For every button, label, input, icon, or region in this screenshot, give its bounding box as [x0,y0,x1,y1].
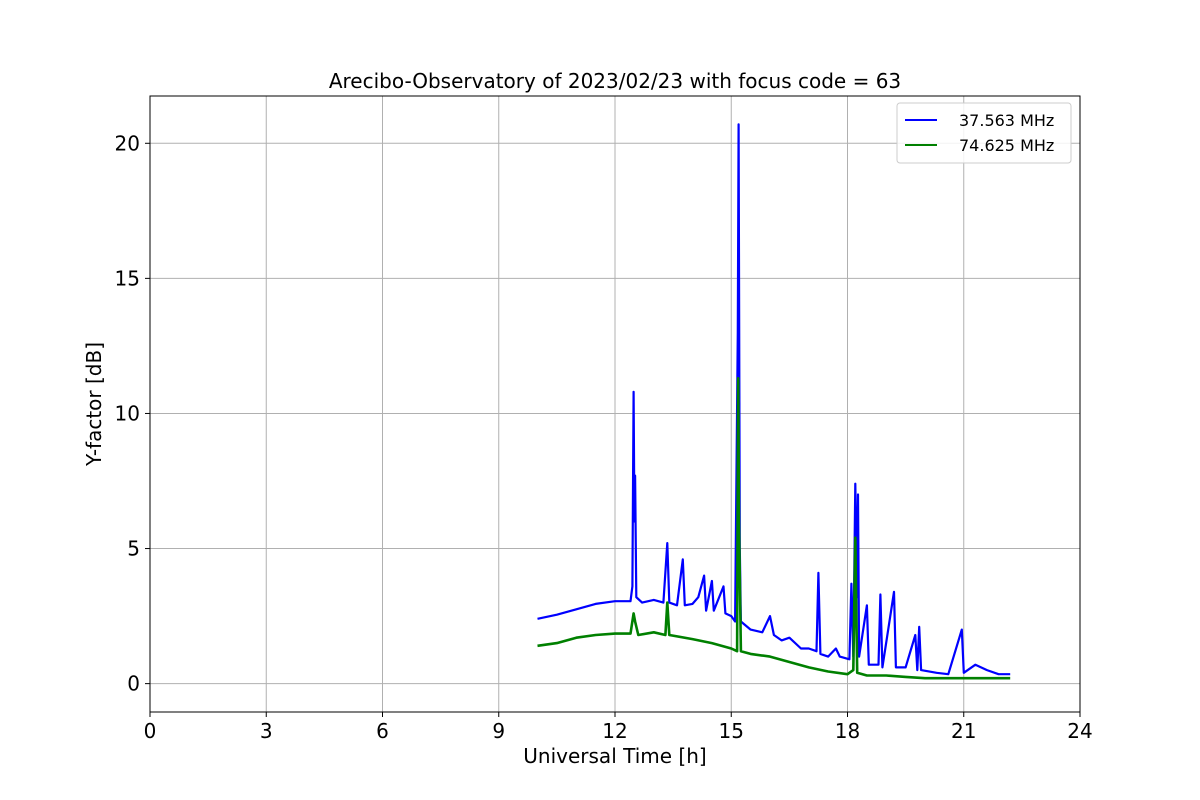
y-tick-label: 20 [115,131,140,155]
ticks: 0 3 6 9 12 15 18 21 24 0 5 10 15 20 [115,131,1093,743]
legend-entry: 74.625 MHz [959,136,1054,155]
series-line-2 [537,376,1011,680]
legend-box [896,102,1072,164]
x-tick-label: 18 [835,719,860,743]
x-axis-label: Universal Time [h] [523,744,706,768]
x-tick-label: 3 [260,719,273,743]
y-tick-label: 15 [115,266,140,290]
y-tick-label: 0 [127,672,140,696]
legend: 37.563 MHz 74.625 MHz [896,102,1072,164]
series-line-1 [537,123,1011,676]
x-tick-label: 0 [144,719,157,743]
series-layer [537,123,1011,680]
x-tick-label: 12 [602,719,627,743]
y-tick-label: 5 [127,537,140,561]
x-tick-label: 21 [951,719,976,743]
x-tick-label: 6 [376,719,389,743]
grid [149,96,1081,712]
y-axis-label: Y-factor [dB] [82,342,106,467]
x-tick-label: 15 [719,719,744,743]
chart-title: Arecibo-Observatory of 2023/02/23 with f… [329,69,901,93]
x-tick-label: 9 [492,719,505,743]
legend-entry: 37.563 MHz [959,111,1054,130]
x-tick-label: 24 [1067,719,1092,743]
y-tick-label: 10 [115,401,140,425]
